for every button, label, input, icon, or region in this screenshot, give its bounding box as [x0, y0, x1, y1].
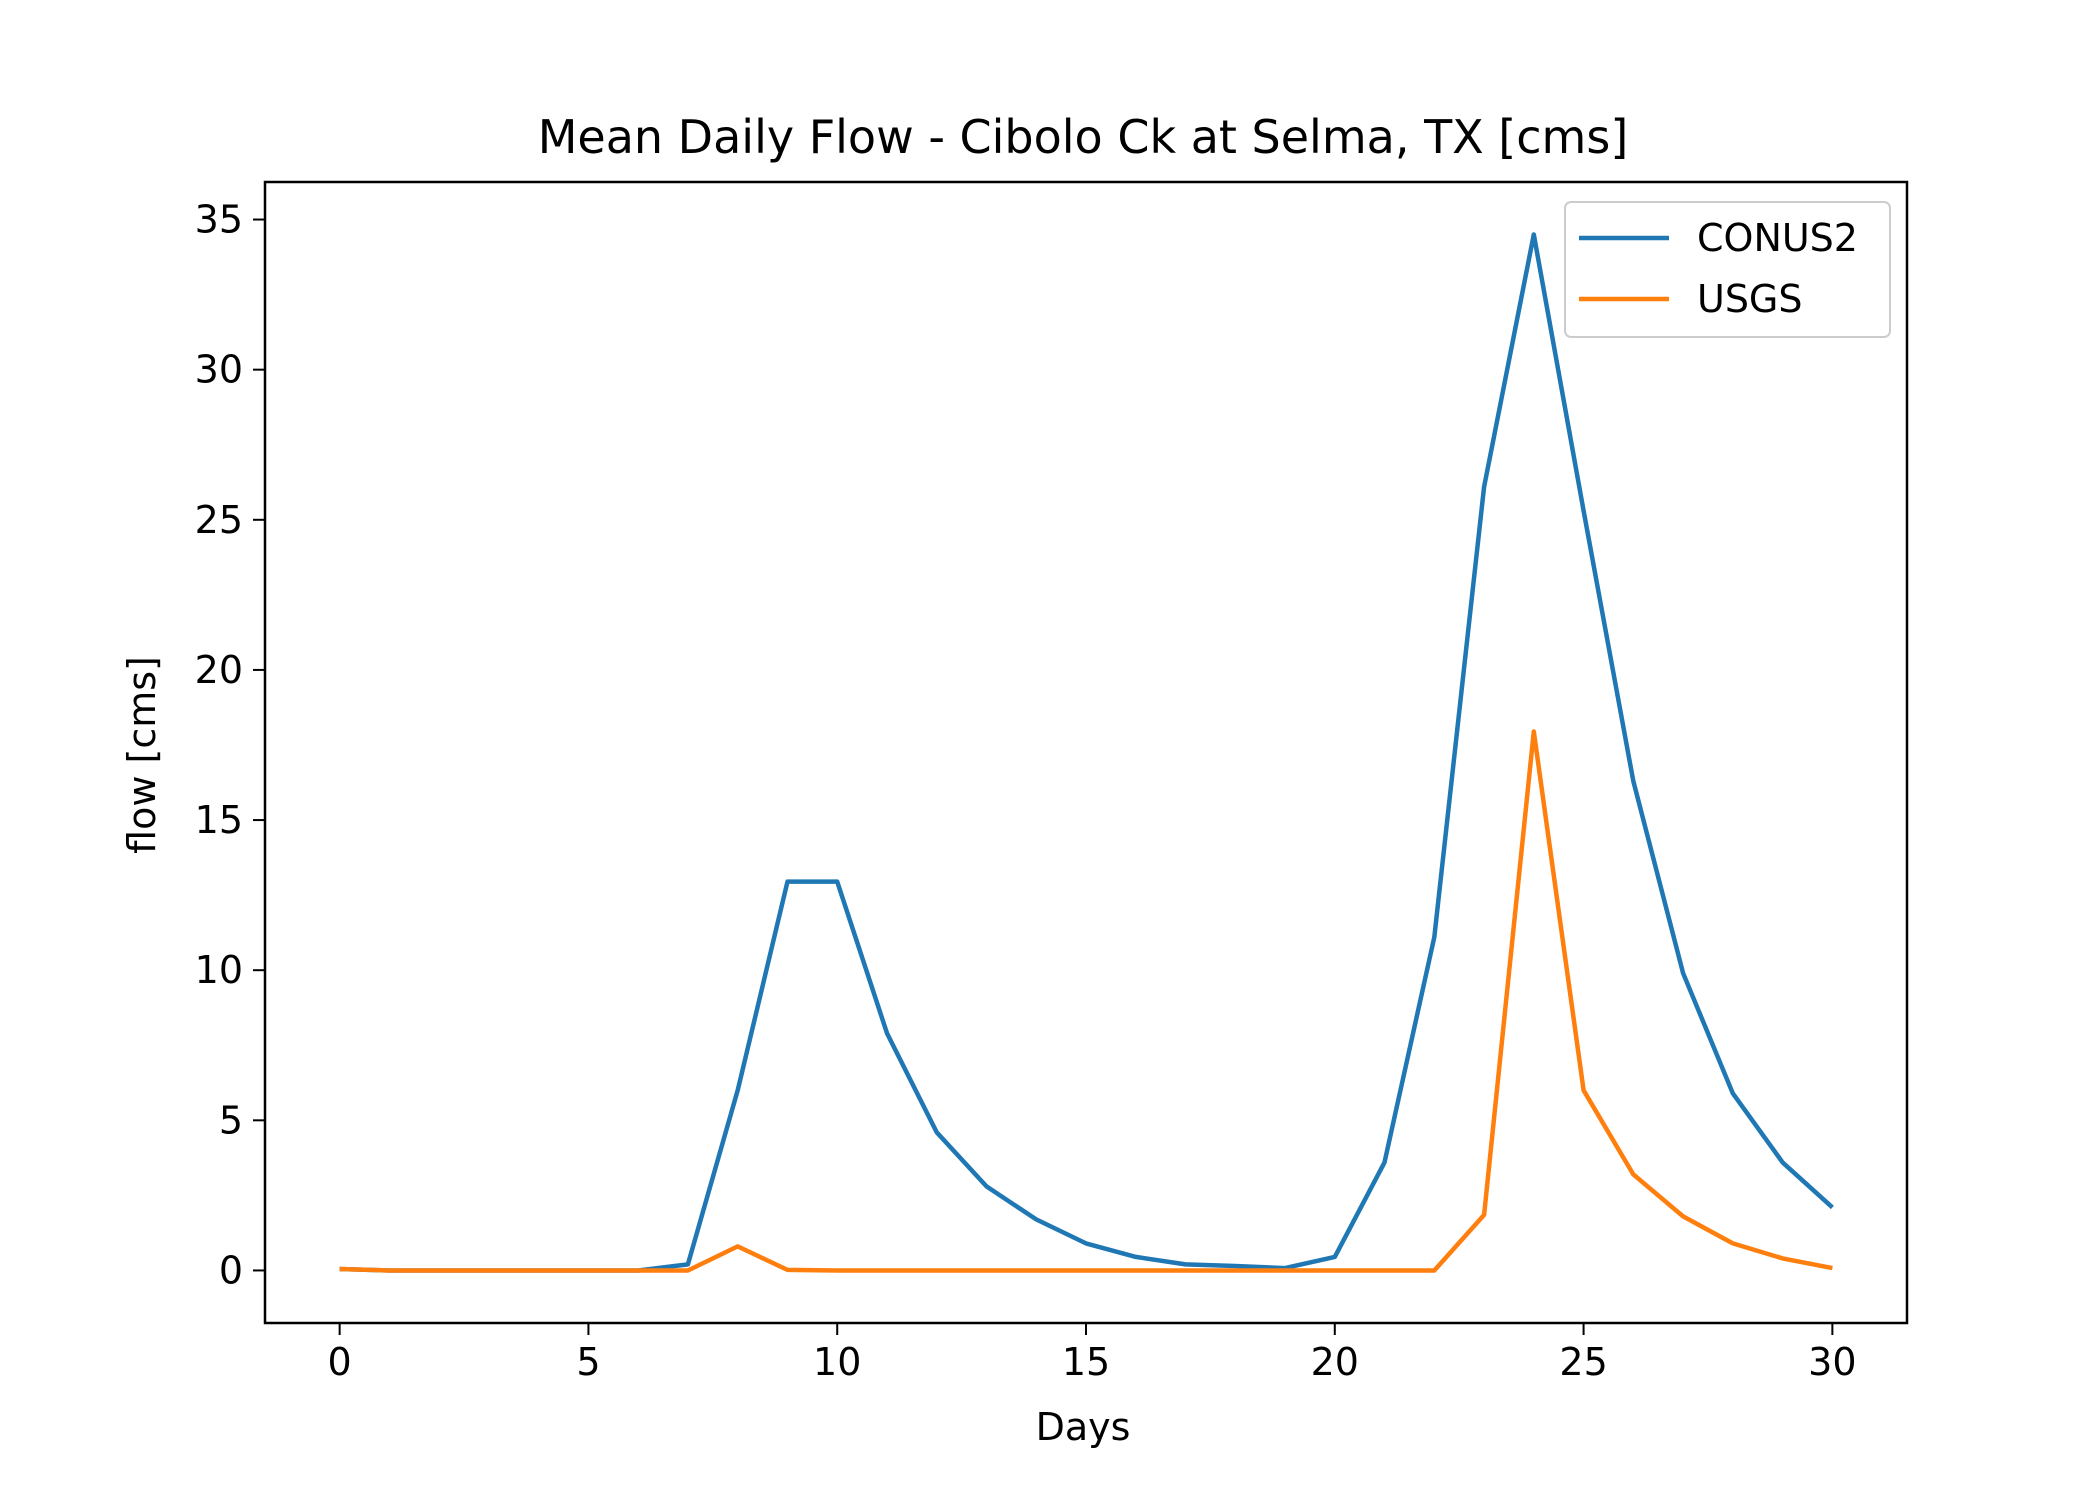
legend: CONUS2 USGS: [1564, 201, 1891, 338]
chart-title: Mean Daily Flow - Cibolo Ck at Selma, TX…: [538, 110, 1629, 164]
x-tick-label-30: 30: [1808, 1340, 1856, 1384]
x-tick-label-20: 20: [1311, 1340, 1359, 1384]
x-tick-label-5: 5: [576, 1340, 600, 1384]
y-tick-label-10: 10: [195, 948, 243, 992]
legend-label-conus2: CONUS2: [1697, 216, 1858, 260]
y-tick-label-15: 15: [195, 798, 243, 842]
legend-label-usgs: USGS: [1697, 277, 1803, 321]
series-line-usgs: [339, 729, 1833, 1273]
y-tick-label-0: 0: [219, 1248, 243, 1292]
y-tick-label-35: 35: [195, 198, 243, 242]
x-tick-label-0: 0: [328, 1340, 352, 1384]
y-tick-label-30: 30: [195, 348, 243, 392]
y-tick-label-20: 20: [195, 648, 243, 692]
x-axis-label: Days: [1036, 1405, 1131, 1449]
plot-area: [339, 232, 1834, 1273]
y-tick-label-5: 5: [219, 1098, 243, 1142]
x-tick-label-25: 25: [1559, 1340, 1607, 1384]
y-tick-label-25: 25: [195, 498, 243, 542]
axis-ticks: 0 5 10 15 20 25 30 0 5 10 15 20 25 30 35: [195, 198, 1857, 1384]
y-axis-label: flow [cms]: [120, 656, 164, 854]
x-tick-label-15: 15: [1062, 1340, 1110, 1384]
x-tick-label-10: 10: [813, 1340, 861, 1384]
